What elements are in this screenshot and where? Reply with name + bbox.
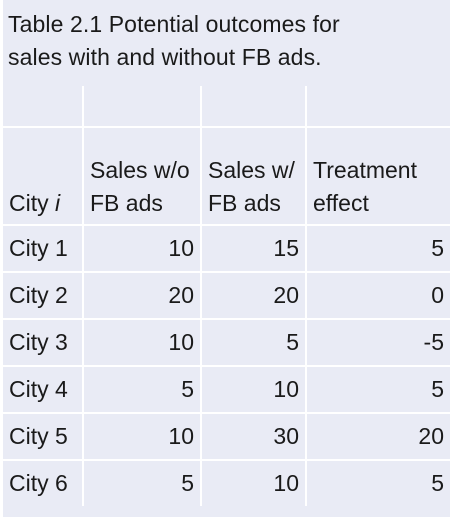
blank-cell xyxy=(83,86,202,128)
city-cell: City 6 xyxy=(3,460,84,506)
header-row: City i Sales w/o FB ads Sales w/FB ads Tr… xyxy=(3,127,450,226)
header-city-index: i xyxy=(55,190,61,216)
header-sales-without-line-1: Sales w/o xyxy=(90,157,190,183)
city-cell: City 4 xyxy=(3,366,84,414)
table-row: City 5 10 30 20 xyxy=(3,413,450,461)
treatment-effect-cell: 5 xyxy=(306,366,450,414)
table-sheet: Table 2.1 Potential outcomes for sales w… xyxy=(3,0,450,518)
header-treatment-line-2: effect xyxy=(313,190,369,216)
table-row: City 2 20 20 0 xyxy=(3,272,450,320)
sales-without-cell: 5 xyxy=(83,460,202,506)
treatment-effect-cell: 5 xyxy=(306,225,450,273)
table-caption: Table 2.1 Potential outcomes for sales w… xyxy=(8,8,438,74)
header-sales-with-line-2: FB ads xyxy=(208,190,281,216)
treatment-effect-cell: -5 xyxy=(306,319,450,367)
sales-with-cell: 15 xyxy=(201,225,307,273)
city-cell: City 5 xyxy=(3,413,84,461)
sales-with-cell: 10 xyxy=(201,366,307,414)
sales-with-cell: 20 xyxy=(201,272,307,320)
table-row: City 6 5 10 5 xyxy=(3,460,450,506)
sales-with-cell: 10 xyxy=(201,460,307,506)
table-row: City 3 10 5 -5 xyxy=(3,319,450,367)
table-row: City 4 5 10 5 xyxy=(3,366,450,414)
table-row: City 1 10 15 5 xyxy=(3,225,450,273)
treatment-effect-cell: 20 xyxy=(306,413,450,461)
header-sales-without-line-2: FB ads xyxy=(90,190,163,216)
header-city: City i xyxy=(3,127,84,226)
header-treatment-effect: Treatment effect xyxy=(306,127,450,226)
city-cell: City 1 xyxy=(3,225,84,273)
header-treatment-line-1: Treatment xyxy=(313,157,417,183)
sales-without-cell: 20 xyxy=(83,272,202,320)
header-city-prefix: City xyxy=(9,190,55,216)
header-sales-without: Sales w/o FB ads xyxy=(83,127,202,226)
treatment-effect-cell: 0 xyxy=(306,272,450,320)
blank-cell xyxy=(201,86,307,128)
potential-outcomes-table: City i Sales w/o FB ads Sales w/FB ads Tr… xyxy=(3,86,450,506)
sales-without-cell: 10 xyxy=(83,319,202,367)
blank-cell xyxy=(306,86,450,128)
sales-without-cell: 10 xyxy=(83,225,202,273)
treatment-effect-cell: 5 xyxy=(431,470,444,496)
sales-without-cell: 5 xyxy=(83,366,202,414)
table-caption-line-2: sales with and without FB ads. xyxy=(8,44,322,70)
sales-without-cell: 10 xyxy=(83,413,202,461)
sales-with-cell: 5 xyxy=(201,319,307,367)
blank-row xyxy=(3,86,450,128)
sales-with-cell: 30 xyxy=(201,413,307,461)
city-cell: City 2 xyxy=(3,272,84,320)
header-sales-with-line-1: Sales w/ xyxy=(208,157,295,183)
city-cell: City 3 xyxy=(3,319,84,367)
header-sales-with: Sales w/FB ads xyxy=(201,127,307,226)
blank-cell xyxy=(3,86,84,128)
table-caption-line-1: Table 2.1 Potential outcomes for xyxy=(8,11,340,37)
